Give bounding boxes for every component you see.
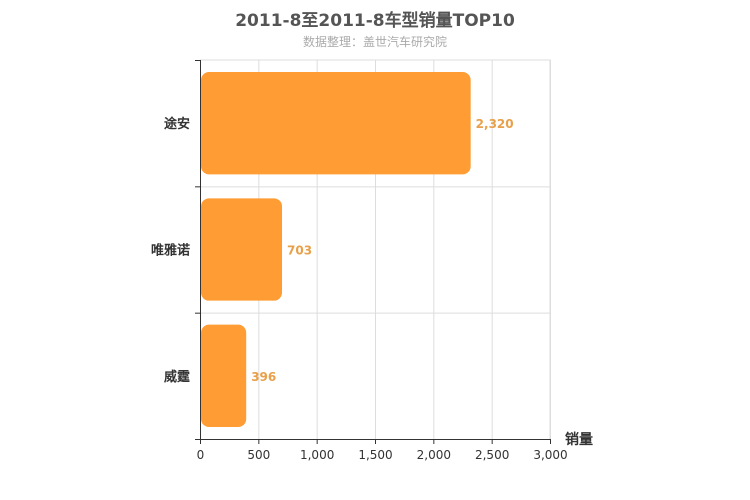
bar-value-label: 396 [251,370,276,384]
y-category-label: 威霆 [164,369,191,385]
bar [201,198,283,301]
bar [201,72,471,175]
bar [201,324,247,427]
x-tick-label: 2,000 [417,448,451,462]
y-category-label: 途安 [164,116,190,132]
chart-title: 2011-8至2011-8车型销量TOP10 [235,11,515,31]
x-tick-label: 3,000 [533,448,567,462]
x-tick-label: 1,000 [300,448,334,462]
bar-value-label: 2,320 [476,117,514,131]
chart-subtitle: 数据整理：盖世汽车研究院 [302,35,447,49]
y-category-label: 唯雅诺 [151,243,190,259]
x-tick-label: 500 [247,448,270,462]
x-axis-title: 销量 [565,431,593,448]
x-tick-label: 2,500 [475,448,509,462]
x-tick-label: 1,500 [358,448,392,462]
x-tick-label: 0 [197,448,205,462]
bar-value-label: 703 [287,244,312,258]
